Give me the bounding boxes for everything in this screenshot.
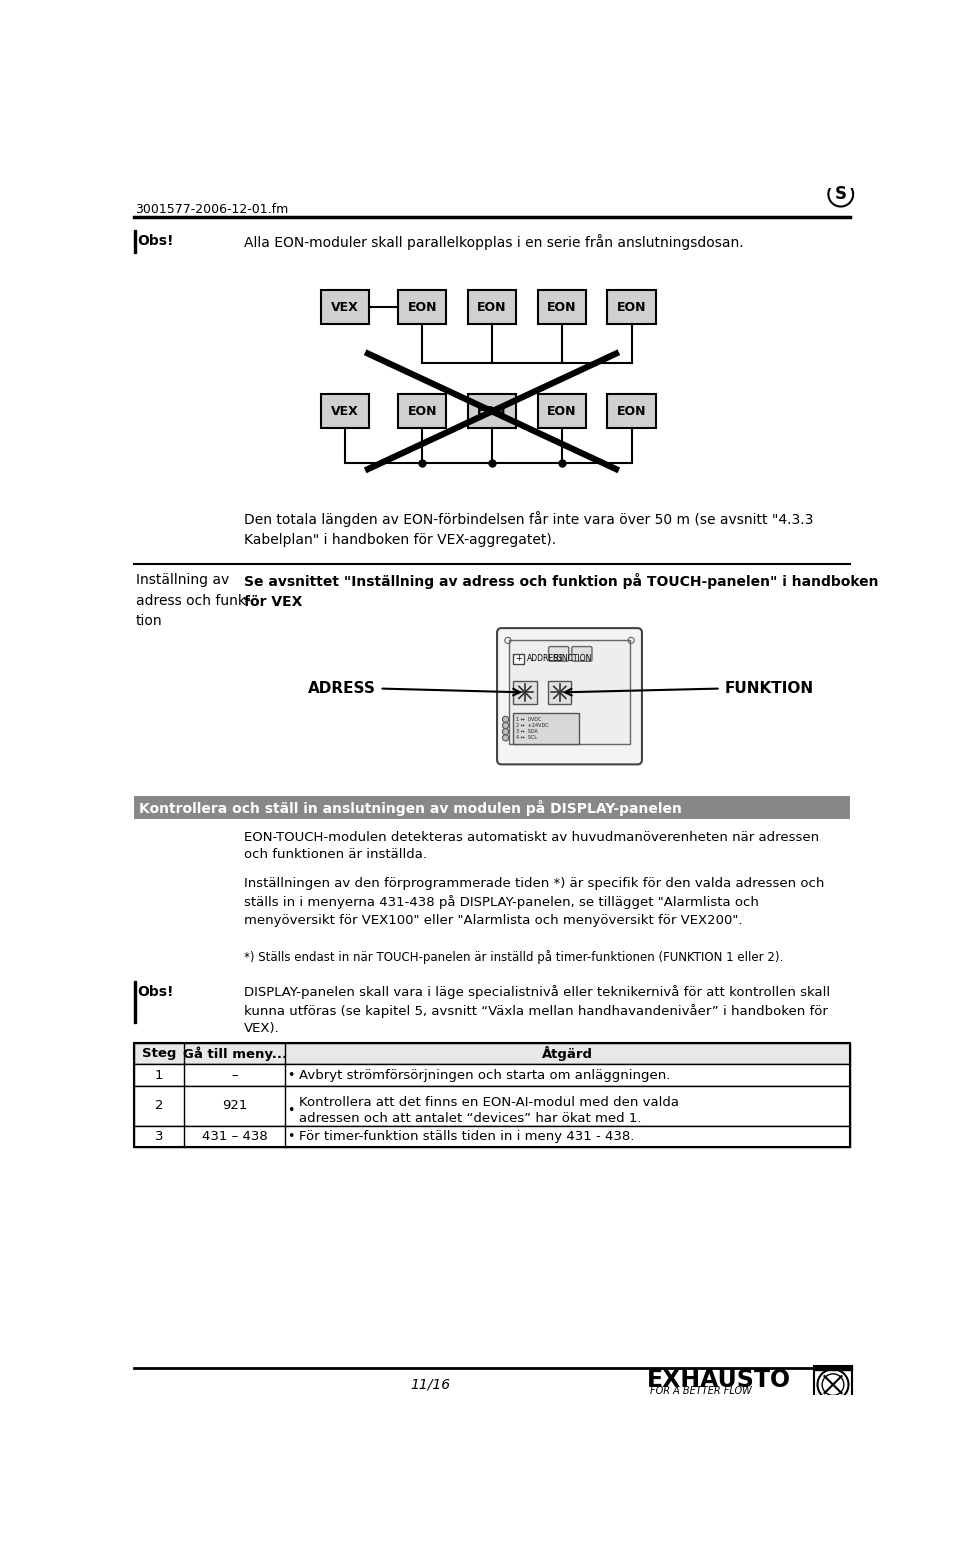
Text: FOR A BETTER FLOW: FOR A BETTER FLOW (650, 1385, 752, 1396)
Text: Kontrollera att det finns en EON-AI-modul med den valda
adressen och att antalet: Kontrollera att det finns en EON-AI-modu… (299, 1095, 679, 1125)
Text: EON: EON (407, 404, 437, 418)
Bar (608, 395, 656, 428)
Text: FUNKTION: FUNKTION (725, 682, 814, 696)
Text: Se avsnittet "Inställning av adress och funktion på TOUCH-panelen" i handboken
f: Se avsnittet "Inställning av adress och … (244, 574, 878, 608)
Text: •: • (288, 1130, 295, 1144)
Text: Alla EON-moduler skall parallelkopplas i en serie från anslutningsdosan.: Alla EON-moduler skall parallelkopplas i… (244, 233, 744, 251)
Bar (538, 395, 586, 428)
Text: EON: EON (547, 301, 577, 313)
Text: EON-TOUCH-modulen detekteras automatiskt av huvudmanöverenheten när adressen
och: EON-TOUCH-modulen detekteras automatiskt… (244, 831, 819, 862)
FancyBboxPatch shape (497, 628, 642, 765)
Text: Obs!: Obs! (137, 233, 174, 248)
Bar (321, 395, 369, 428)
Text: *) Ställs endast in när TOUCH-panelen är inställd på timer-funktionen (FUNKTION : *) Ställs endast in när TOUCH-panelen är… (244, 950, 783, 964)
Bar (814, 1366, 852, 1370)
Bar (134, 1042, 850, 1064)
Circle shape (502, 735, 509, 741)
Bar (134, 1127, 850, 1147)
Text: +: + (516, 655, 522, 663)
Bar (548, 680, 571, 704)
Text: Avbryt strömförsörjningen och starta om anläggningen.: Avbryt strömförsörjningen och starta om … (299, 1069, 670, 1081)
Text: •: • (288, 1105, 295, 1117)
Bar (538, 290, 586, 324)
Text: 3001577-2006-12-01.fm: 3001577-2006-12-01.fm (135, 204, 289, 216)
Bar (468, 395, 516, 428)
Text: EON: EON (547, 404, 577, 418)
Text: EON: EON (616, 301, 646, 313)
Text: Inställningen av den förprogrammerade tiden *) är specifik för den valda adresse: Inställningen av den förprogrammerade ti… (244, 878, 825, 926)
Text: –: – (231, 1069, 238, 1081)
Text: EON: EON (477, 404, 507, 418)
Bar (134, 1042, 850, 1147)
Text: VEX: VEX (331, 301, 359, 313)
Text: FUNCTION: FUNCTION (552, 655, 591, 663)
Bar (134, 1064, 850, 1086)
Text: Åtgärd: Åtgärd (542, 1047, 593, 1061)
Text: Inställning av
adress och funk-
tion: Inställning av adress och funk- tion (135, 574, 251, 628)
Bar (134, 796, 850, 820)
Text: Gå till meny...: Gå till meny... (182, 1047, 287, 1061)
Text: 2: 2 (155, 1100, 163, 1113)
Text: 431 – 438: 431 – 438 (202, 1130, 268, 1144)
Text: 2 ↔  +24VDC: 2 ↔ +24VDC (516, 722, 548, 729)
Text: ADRESS: ADRESS (308, 682, 375, 696)
Text: S: S (835, 185, 847, 204)
Bar (134, 981, 136, 1023)
Text: ADDRESS: ADDRESS (527, 655, 564, 663)
Circle shape (502, 722, 509, 729)
Text: DISPLAY-panelen skall vara i läge specialistnivå eller teknikernivå för att kont: DISPLAY-panelen skall vara i läge specia… (244, 986, 830, 1036)
Text: Kontrollera och ställ in anslutningen av modulen på DISPLAY-panelen: Kontrollera och ställ in anslutningen av… (138, 799, 682, 816)
Text: 1 ↔  0VDC: 1 ↔ 0VDC (516, 716, 541, 722)
Bar (134, 230, 136, 254)
Text: EON: EON (616, 404, 646, 418)
Bar (398, 395, 446, 428)
Text: EXHAUSTO: EXHAUSTO (647, 1368, 791, 1391)
FancyBboxPatch shape (510, 641, 630, 744)
FancyBboxPatch shape (572, 647, 592, 661)
Circle shape (502, 716, 509, 722)
Text: 11/16: 11/16 (410, 1377, 450, 1391)
Circle shape (502, 729, 509, 735)
Bar (468, 290, 516, 324)
Text: 1: 1 (155, 1069, 163, 1081)
Text: 921: 921 (222, 1100, 248, 1113)
Bar (514, 680, 537, 704)
Bar (608, 290, 656, 324)
Bar (398, 290, 446, 324)
Text: EON: EON (407, 301, 437, 313)
Bar (134, 1086, 850, 1127)
Text: Steg: Steg (142, 1047, 177, 1059)
Bar (514, 713, 579, 744)
Bar (814, 1366, 852, 1402)
Text: Den totala längden av EON-förbindelsen får inte vara över 50 m (se avsnitt "4.3.: Den totala längden av EON-förbindelsen f… (244, 511, 813, 547)
FancyBboxPatch shape (548, 647, 568, 661)
Bar (514, 653, 524, 664)
Text: 3 ↔  SDA: 3 ↔ SDA (516, 729, 538, 735)
Text: För timer-funktion ställs tiden in i meny 431 - 438.: För timer-funktion ställs tiden in i men… (299, 1130, 635, 1144)
Text: Obs!: Obs! (137, 986, 174, 1000)
Text: 3: 3 (155, 1130, 163, 1144)
Text: EON: EON (477, 301, 507, 313)
Text: •: • (288, 1069, 295, 1081)
Bar (321, 290, 369, 324)
Text: 4 ↔  SCL: 4 ↔ SCL (516, 735, 537, 740)
Text: VEX: VEX (331, 404, 359, 418)
